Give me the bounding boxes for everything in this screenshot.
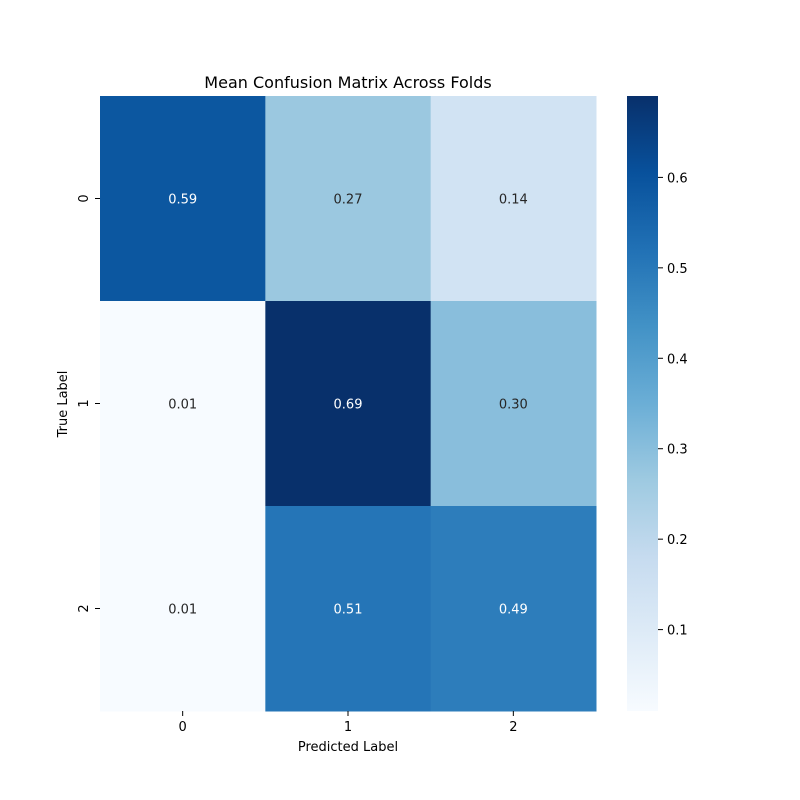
x-axis-ticks: 0 1 2	[179, 711, 517, 735]
heatmap-cell	[430, 96, 597, 302]
x-tick-label: 1	[344, 720, 352, 735]
y-tick-label: 2	[77, 604, 92, 612]
heatmap-cell	[100, 301, 266, 507]
colorbar-tick-label: 0.4	[667, 352, 688, 367]
heatmap-cell	[100, 506, 266, 712]
colorbar-tick-label: 0.1	[667, 624, 688, 639]
heatmap-cell-labels: 0.59 0.27 0.14 0.01 0.69 0.30 0.01 0.51 0.49	[168, 193, 528, 618]
heatmap-cell	[430, 506, 597, 712]
cell-value-label: 0.30	[499, 398, 528, 413]
cell-value-label: 0.51	[334, 603, 363, 618]
colorbar-tick-label: 0.6	[667, 171, 688, 186]
colorbar-tick-label: 0.2	[667, 533, 688, 548]
heatmap-cell	[265, 301, 432, 507]
cell-value-label: 0.01	[168, 603, 197, 618]
x-tick-label: 2	[509, 720, 517, 735]
cell-value-label: 0.01	[168, 398, 197, 413]
y-axis-label: True Label	[56, 371, 71, 439]
colorbar	[627, 96, 658, 711]
x-tick-label: 0	[179, 720, 187, 735]
cell-value-label: 0.27	[334, 193, 363, 208]
chart-title: Mean Confusion Matrix Across Folds	[204, 73, 491, 92]
heatmap-cell	[265, 96, 432, 302]
heatmap-cell	[430, 301, 597, 507]
y-tick-label: 1	[77, 399, 92, 407]
y-axis-ticks: 0 1 2	[77, 194, 100, 613]
y-tick-label: 0	[77, 194, 92, 202]
heatmap-cell	[100, 96, 266, 302]
heatmap-cell	[265, 506, 432, 712]
cell-value-label: 0.59	[168, 193, 197, 208]
colorbar-tick-label: 0.5	[667, 262, 688, 277]
cell-value-label: 0.69	[334, 398, 363, 413]
colorbar-ticks: 0.1 0.2 0.3 0.4 0.5 0.6	[658, 171, 688, 639]
cell-value-label: 0.14	[499, 193, 528, 208]
x-axis-label: Predicted Label	[298, 740, 398, 755]
cell-value-label: 0.49	[499, 603, 528, 618]
colorbar-tick-label: 0.3	[667, 443, 688, 458]
heatmap-cells	[100, 96, 597, 712]
